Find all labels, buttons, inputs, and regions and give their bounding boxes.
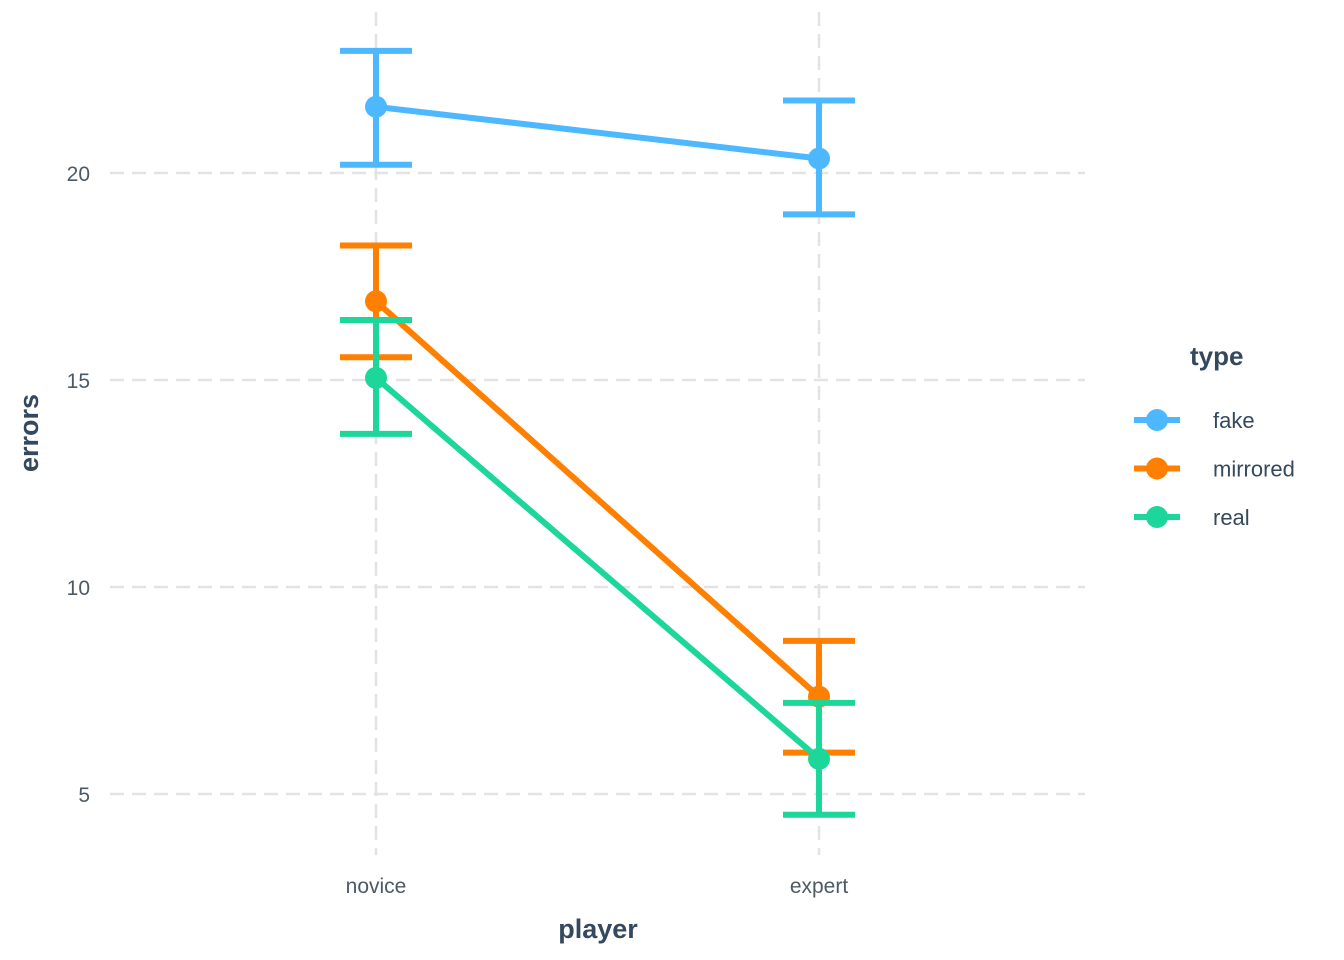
series-real [340,316,855,818]
y-tick-label: 15 [67,370,90,393]
x-tick-label: expert [790,875,849,898]
data-point [365,366,387,389]
series-line [374,375,821,762]
legend-label: real [1213,505,1250,530]
legend-item-real: real [1134,505,1250,530]
series-line [374,299,821,699]
legend-items: fake mirrored real [1134,408,1295,530]
y-tick-label: 10 [67,577,90,600]
data-point [365,95,387,118]
legend-label: fake [1213,408,1255,433]
legend-key-point [1146,409,1168,431]
grid-lines [110,12,1085,855]
data-point [808,147,830,170]
legend-label: mirrored [1213,457,1295,482]
series-mirrored [340,242,855,756]
y-axis-ticks: 5 10 15 20 [67,163,90,807]
series-layer [340,47,855,818]
legend: type fake mirrored real [1134,341,1295,530]
legend-key-point [1146,506,1168,528]
legend-title: type [1190,341,1243,371]
y-tick-label: 20 [67,163,90,186]
series-fake [340,47,855,218]
series-line [375,103,820,162]
data-point [365,290,387,313]
y-tick-label: 5 [78,784,90,807]
y-axis-title: errors [14,394,44,472]
data-point [808,747,830,770]
legend-item-mirrored: mirrored [1134,457,1295,482]
legend-item-fake: fake [1134,408,1255,433]
x-axis-title: player [558,914,638,944]
legend-key-point [1146,457,1168,480]
x-axis-ticks: novice expert [346,875,849,898]
x-tick-label: novice [346,875,407,898]
